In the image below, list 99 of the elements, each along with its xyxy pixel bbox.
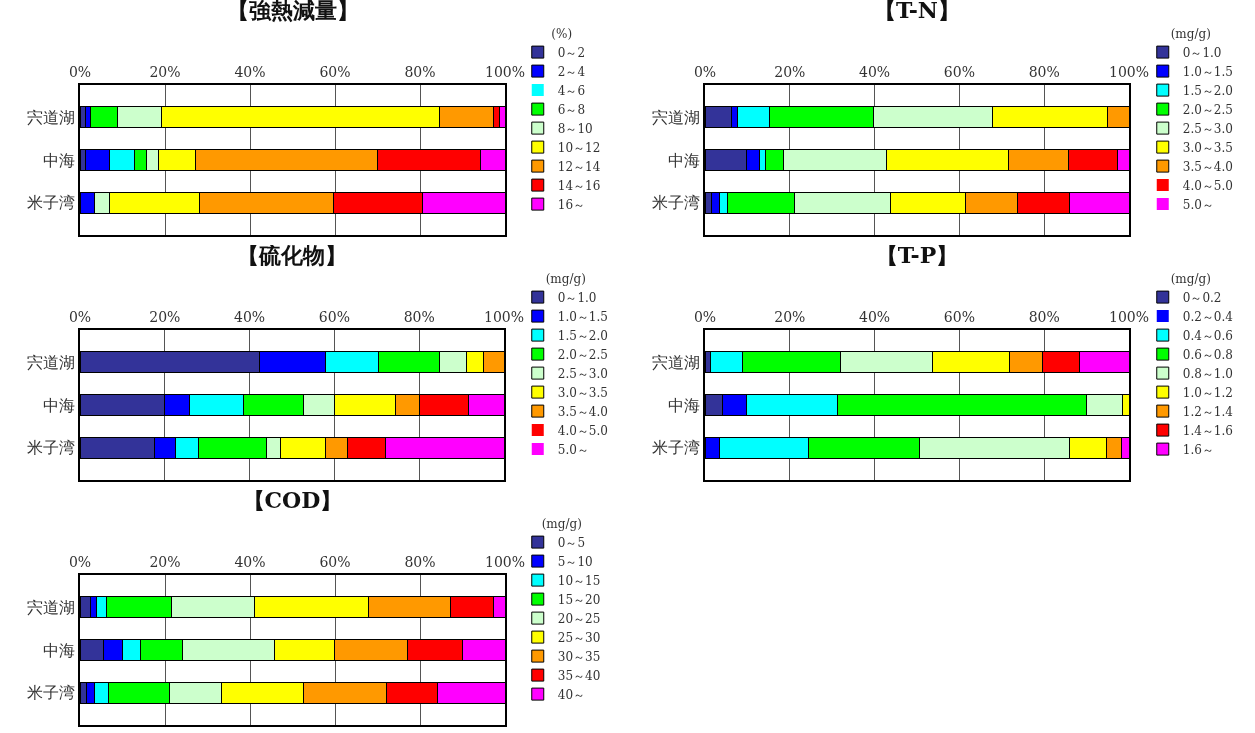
x-tick-label: 0% <box>68 554 92 571</box>
legend-title: (mg/g) <box>545 271 586 286</box>
x-tick-label: 0% <box>693 309 717 326</box>
legend-label: 5.0～ <box>557 442 589 457</box>
chart-title: 【T-N】 <box>874 0 960 23</box>
legend-label: 4～6 <box>557 83 586 98</box>
y-tick-label: 宍道湖 <box>651 352 700 372</box>
legend-label: 1.2～1.4 <box>1182 404 1234 419</box>
x-tick-label: 60% <box>943 309 975 326</box>
x-tick-label: 20% <box>149 554 181 571</box>
legend-label: 0.2～0.4 <box>1182 309 1234 324</box>
legend-label: 5.0～ <box>1182 197 1214 212</box>
x-tick-label: 40% <box>234 554 266 571</box>
legend-label: 1.0～1.2 <box>1182 385 1233 400</box>
x-tick-label: 20% <box>149 309 181 326</box>
y-tick-label: 米子湾 <box>651 438 700 458</box>
x-tick-label: 0% <box>68 309 92 326</box>
legend-label: 20～25 <box>557 611 601 626</box>
x-tick-label: 60% <box>319 64 351 81</box>
legend-label: 0～1.0 <box>557 290 597 305</box>
legend-label: 0.6～0.8 <box>1182 347 1233 362</box>
legend-label: 1.5～2.0 <box>557 328 608 343</box>
legend-label: 3.5～4.0 <box>1182 159 1233 174</box>
x-tick-label: 40% <box>859 309 891 326</box>
legend-label: 14～16 <box>557 178 601 193</box>
y-tick-label: 米子湾 <box>26 683 75 703</box>
legend-label: 0～1.0 <box>1182 45 1222 60</box>
legend-label: 16～ <box>557 197 586 212</box>
legend-title: (mg/g) <box>1170 26 1211 41</box>
legend-label: 0～2 <box>557 45 586 60</box>
x-tick-label: 80% <box>1028 309 1060 326</box>
legend-label: 8～10 <box>557 121 593 136</box>
legend-label: 2.5～3.0 <box>557 366 608 381</box>
x-tick-label: 0% <box>693 64 717 81</box>
legend-label: 35～40 <box>557 668 601 683</box>
legend-label: 10～12 <box>557 140 601 155</box>
y-tick-label: 米子湾 <box>26 438 75 458</box>
x-tick-label: 80% <box>1028 64 1060 81</box>
legend-label: 3.0～3.5 <box>557 385 608 400</box>
x-tick-label: 60% <box>943 64 975 81</box>
legend-label: 1.5～2.0 <box>1182 83 1233 98</box>
y-tick-label: 宍道湖 <box>651 107 700 127</box>
legend-label: 0.4～0.6 <box>1182 328 1233 343</box>
legend-label: 4.0～5.0 <box>1182 178 1233 193</box>
x-tick-label: 100% <box>1108 64 1150 81</box>
legend-label: 0～5 <box>557 535 586 550</box>
chart-title: 【T-P】 <box>875 241 959 268</box>
legend-label: 5～10 <box>557 554 593 569</box>
x-tick-label: 40% <box>859 64 891 81</box>
y-tick-label: 米子湾 <box>651 193 700 213</box>
legend-title: (mg/g) <box>1170 271 1211 286</box>
legend-label: 25～30 <box>557 630 601 645</box>
legend-label: 3.5～4.0 <box>557 404 608 419</box>
legend-label: 10～15 <box>557 573 601 588</box>
legend-label: 2.0～2.5 <box>1182 102 1233 117</box>
x-tick-label: 80% <box>404 554 436 571</box>
legend-label: 2.0～2.5 <box>557 347 608 362</box>
legend-label: 6～8 <box>557 102 586 117</box>
y-tick-label: 宍道湖 <box>26 597 75 617</box>
y-tick-label: 中海 <box>667 150 700 170</box>
x-tick-label: 80% <box>404 64 436 81</box>
legend-label: 3.0～3.5 <box>1182 140 1233 155</box>
legend-label: 30～35 <box>557 649 601 664</box>
legend-title: (mg/g) <box>541 516 582 531</box>
x-tick-label: 40% <box>234 309 266 326</box>
x-tick-label: 40% <box>234 64 266 81</box>
x-tick-label: 100% <box>484 554 526 571</box>
legend-label: 0.8～1.0 <box>1182 366 1233 381</box>
legend-label: 40～ <box>557 687 586 702</box>
y-tick-label: 中海 <box>42 395 75 415</box>
legend-label: 12～14 <box>557 159 601 174</box>
x-tick-label: 80% <box>403 309 435 326</box>
y-tick-label: 宍道湖 <box>26 352 75 372</box>
x-tick-label: 60% <box>319 554 351 571</box>
y-tick-label: 米子湾 <box>26 193 75 213</box>
x-tick-label: 60% <box>318 309 350 326</box>
legend-label: 1.4～1.6 <box>1182 423 1233 438</box>
legend-label: 0～0.2 <box>1182 290 1222 305</box>
x-tick-label: 100% <box>484 64 526 81</box>
legend-label: 2～4 <box>557 64 586 79</box>
y-tick-label: 中海 <box>667 395 700 415</box>
legend-title: (%) <box>551 26 573 41</box>
x-tick-label: 0% <box>68 64 92 81</box>
legend-label: 1.6～ <box>1182 442 1214 457</box>
legend-label: 2.5～3.0 <box>1182 121 1233 136</box>
x-tick-label: 20% <box>774 309 806 326</box>
legend-label: 1.0～1.5 <box>1182 64 1233 79</box>
chart-title: 【COD】 <box>242 486 343 513</box>
x-tick-label: 20% <box>149 64 181 81</box>
legend-label: 15～20 <box>557 592 601 607</box>
x-tick-label: 20% <box>774 64 806 81</box>
y-tick-label: 中海 <box>42 150 75 170</box>
y-tick-label: 中海 <box>42 640 75 660</box>
chart-title: 【強熱減量】 <box>226 0 359 23</box>
legend-label: 4.0～5.0 <box>557 423 608 438</box>
y-tick-label: 宍道湖 <box>26 107 75 127</box>
legend-label: 1.0～1.5 <box>557 309 608 324</box>
x-tick-label: 100% <box>1108 309 1150 326</box>
x-tick-label: 100% <box>483 309 525 326</box>
